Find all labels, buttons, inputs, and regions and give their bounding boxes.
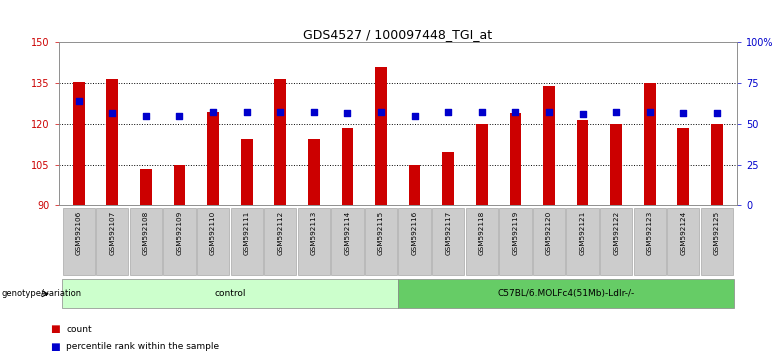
Point	[677, 110, 690, 116]
Text: GSM592115: GSM592115	[378, 211, 384, 255]
Text: GSM592116: GSM592116	[412, 211, 417, 255]
FancyBboxPatch shape	[264, 208, 296, 275]
FancyBboxPatch shape	[96, 208, 129, 275]
FancyBboxPatch shape	[499, 208, 531, 275]
Text: GSM592118: GSM592118	[479, 211, 485, 255]
FancyBboxPatch shape	[600, 208, 633, 275]
Text: C57BL/6.MOLFc4(51Mb)-Ldlr-/-: C57BL/6.MOLFc4(51Mb)-Ldlr-/-	[497, 289, 634, 298]
Point	[576, 112, 589, 117]
Text: GSM592106: GSM592106	[76, 211, 82, 255]
Bar	[543, 86, 555, 205]
Bar	[73, 82, 84, 205]
FancyBboxPatch shape	[62, 208, 95, 275]
Text: GSM592125: GSM592125	[714, 211, 720, 255]
Text: GSM592123: GSM592123	[647, 211, 653, 255]
Text: GSM592107: GSM592107	[109, 211, 115, 255]
Bar	[106, 79, 118, 205]
Point	[476, 109, 488, 115]
FancyBboxPatch shape	[197, 208, 229, 275]
FancyBboxPatch shape	[700, 208, 733, 275]
Bar	[308, 139, 320, 205]
Text: GSM592111: GSM592111	[243, 211, 250, 255]
Text: GSM592117: GSM592117	[445, 211, 451, 255]
FancyBboxPatch shape	[533, 208, 565, 275]
Point	[644, 109, 656, 115]
Text: ■: ■	[50, 324, 59, 334]
Text: GSM592109: GSM592109	[176, 211, 183, 255]
Point	[610, 109, 622, 115]
Bar	[174, 165, 186, 205]
Text: percentile rank within the sample: percentile rank within the sample	[66, 342, 219, 352]
Point	[409, 113, 421, 119]
Bar	[375, 67, 387, 205]
Text: GSM592120: GSM592120	[546, 211, 552, 255]
Text: control: control	[214, 289, 246, 298]
Bar	[241, 139, 253, 205]
Point	[240, 109, 253, 115]
Point	[307, 109, 320, 115]
Point	[73, 98, 85, 104]
Text: GSM592110: GSM592110	[210, 211, 216, 255]
FancyBboxPatch shape	[633, 208, 666, 275]
Text: genotype/variation: genotype/variation	[2, 289, 82, 298]
Bar	[409, 165, 420, 205]
Point	[374, 109, 387, 115]
Point	[341, 110, 353, 116]
Point	[106, 110, 119, 116]
Bar	[678, 128, 690, 205]
Text: GSM592112: GSM592112	[277, 211, 283, 255]
FancyBboxPatch shape	[129, 208, 162, 275]
Text: GSM592108: GSM592108	[143, 211, 149, 255]
Point	[711, 110, 723, 116]
Text: GSM592119: GSM592119	[512, 211, 519, 255]
Point	[140, 113, 152, 119]
Bar	[576, 120, 588, 205]
Bar	[442, 152, 454, 205]
Bar	[140, 169, 152, 205]
Bar	[610, 124, 622, 205]
FancyBboxPatch shape	[62, 280, 398, 308]
FancyBboxPatch shape	[398, 280, 734, 308]
Point	[173, 113, 186, 119]
FancyBboxPatch shape	[466, 208, 498, 275]
Point	[274, 109, 286, 115]
Title: GDS4527 / 100097448_TGI_at: GDS4527 / 100097448_TGI_at	[303, 28, 492, 41]
Bar	[275, 79, 286, 205]
FancyBboxPatch shape	[399, 208, 431, 275]
FancyBboxPatch shape	[566, 208, 599, 275]
Bar	[644, 83, 656, 205]
FancyBboxPatch shape	[231, 208, 263, 275]
Bar	[207, 112, 219, 205]
FancyBboxPatch shape	[298, 208, 330, 275]
Text: GSM592121: GSM592121	[580, 211, 586, 255]
FancyBboxPatch shape	[432, 208, 464, 275]
Bar	[342, 128, 353, 205]
Bar	[509, 113, 521, 205]
Point	[509, 109, 522, 115]
Text: GSM592113: GSM592113	[310, 211, 317, 255]
FancyBboxPatch shape	[365, 208, 397, 275]
Point	[442, 109, 455, 115]
Text: GSM592122: GSM592122	[613, 211, 619, 255]
Text: GSM592114: GSM592114	[345, 211, 350, 255]
Bar	[476, 124, 488, 205]
Text: ■: ■	[50, 342, 59, 352]
Text: count: count	[66, 325, 92, 334]
Text: GSM592124: GSM592124	[680, 211, 686, 255]
FancyBboxPatch shape	[163, 208, 196, 275]
FancyBboxPatch shape	[332, 208, 363, 275]
Point	[543, 109, 555, 115]
Point	[207, 109, 219, 115]
FancyBboxPatch shape	[667, 208, 700, 275]
Bar	[711, 124, 723, 205]
